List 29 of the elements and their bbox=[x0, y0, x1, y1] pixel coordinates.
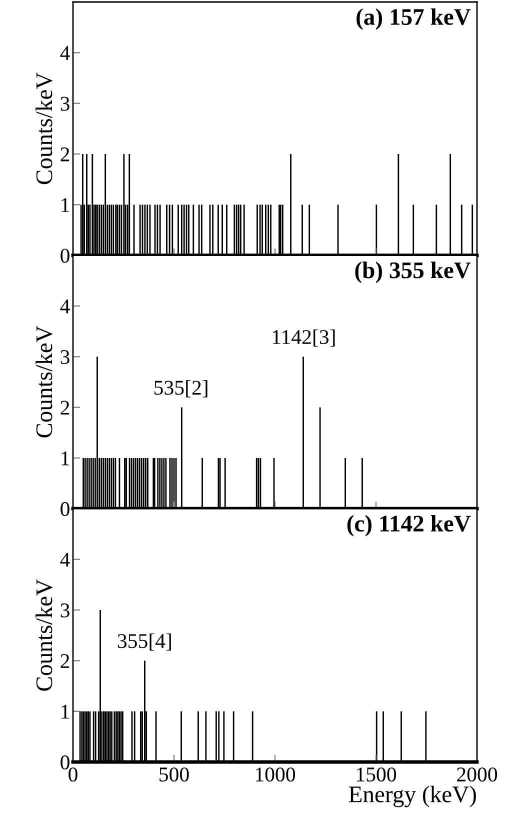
y-tick-label: 2 bbox=[60, 147, 70, 162]
y-tick-label: 4 bbox=[60, 300, 70, 314]
y-axis-title: Counts/keV bbox=[36, 579, 52, 691]
y-axis-title: Counts/keV bbox=[36, 72, 52, 184]
y-tick-label: 2 bbox=[60, 400, 70, 415]
x-tick-label: 1500 bbox=[357, 767, 396, 782]
x-tick-label: 1000 bbox=[256, 767, 296, 782]
x-tick-label: 500 bbox=[160, 767, 189, 782]
y-tick-label: 3 bbox=[60, 96, 70, 111]
y-tick-label: 0 bbox=[60, 755, 70, 770]
x-tick-label: 2000 bbox=[457, 767, 498, 782]
annotation: 355[4] bbox=[118, 633, 171, 651]
annotation: 1142[3] bbox=[272, 329, 335, 347]
y-tick-label: 2 bbox=[60, 654, 70, 668]
chart-title: (c) 1142 keV bbox=[347, 515, 471, 536]
y-tick-label: 0 bbox=[60, 248, 70, 263]
y-tick-label: 1 bbox=[62, 451, 69, 466]
y-tick-label: 3 bbox=[60, 603, 70, 618]
y-tick-label: 0 bbox=[60, 502, 70, 516]
chart-title: (b) 355 keV bbox=[355, 262, 471, 284]
annotation: 535[2] bbox=[154, 380, 208, 398]
y-tick-label: 4 bbox=[60, 552, 70, 567]
y-axis-title: Counts/keV bbox=[36, 326, 52, 438]
y-tick-label: 4 bbox=[60, 46, 70, 60]
y-tick-label: 1 bbox=[62, 198, 69, 212]
chart-title: (a) 157 keV bbox=[356, 8, 471, 30]
y-tick-label: 1 bbox=[62, 704, 69, 719]
y-tick-label: 3 bbox=[60, 350, 70, 364]
x-axis-title: Energy (keV) bbox=[348, 786, 476, 808]
